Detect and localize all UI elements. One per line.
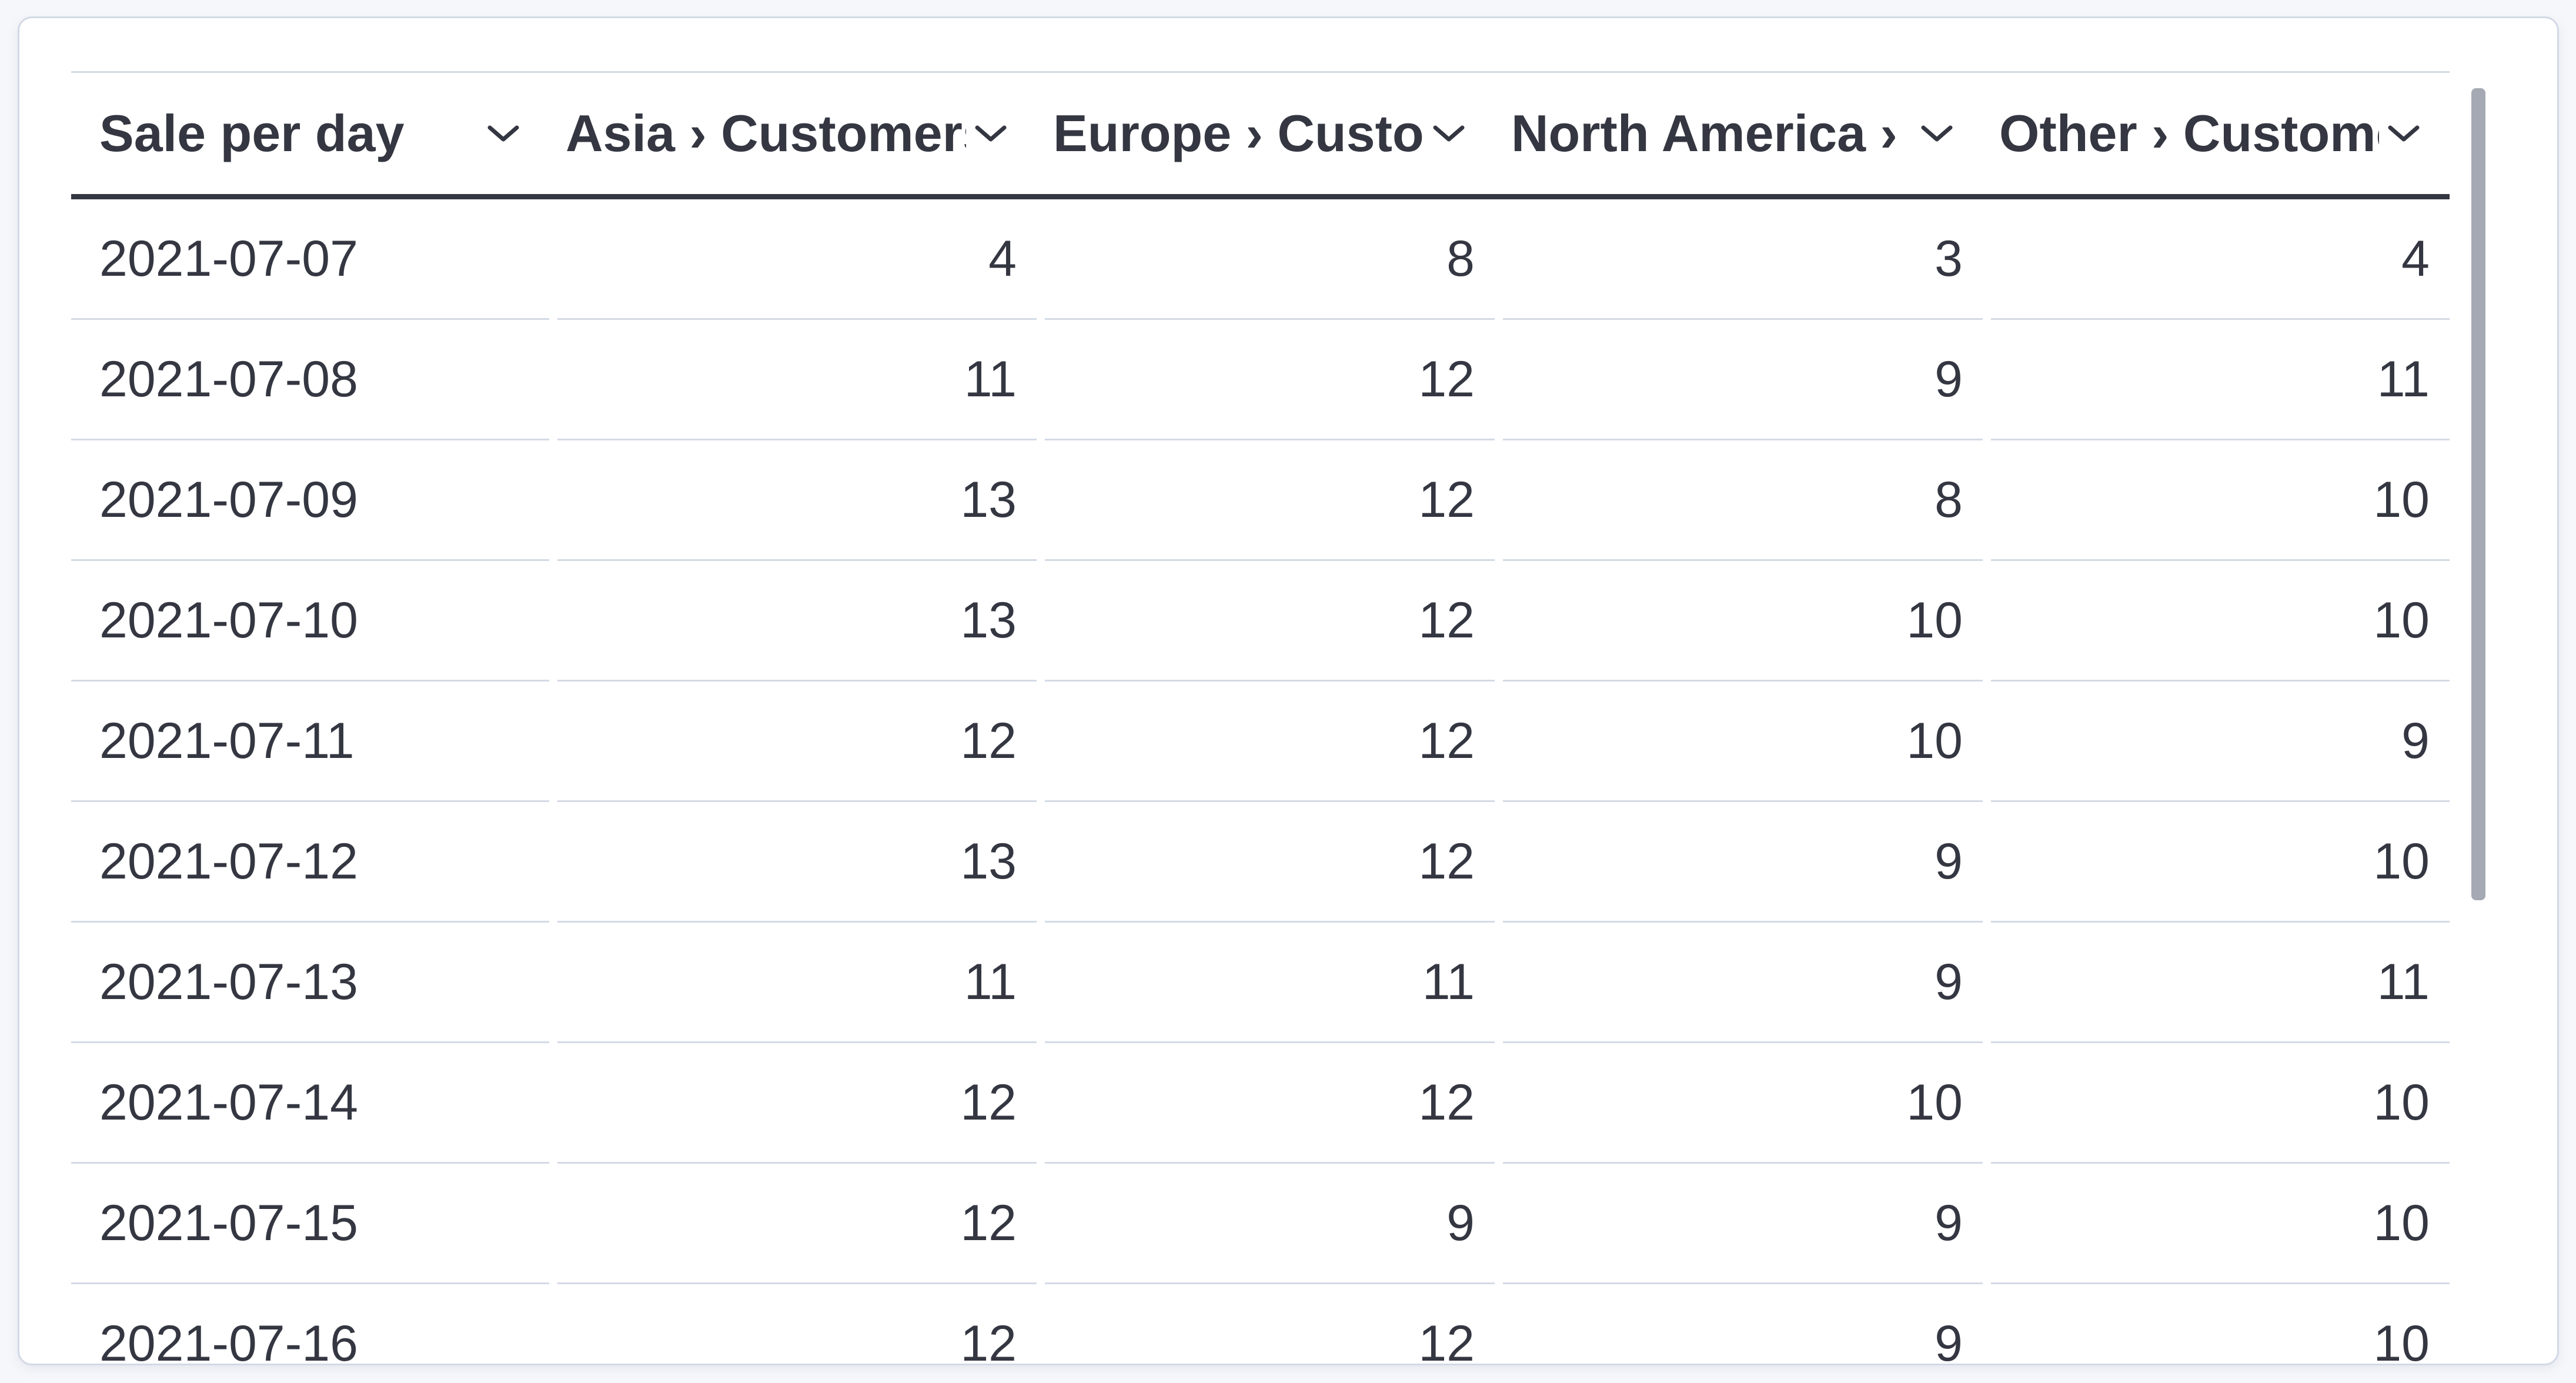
- value-cell: 11: [557, 320, 1037, 440]
- date-cell: 2021-07-14: [71, 1043, 549, 1164]
- value-cell: 10: [1991, 802, 2450, 923]
- column-header-europe-customers[interactable]: Europe › Customers: [1045, 73, 1495, 194]
- value-cell: 11: [1045, 923, 1495, 1043]
- table-row: 2021-07-15 12 9 9 10: [71, 1164, 2450, 1284]
- value-cell: 9: [1045, 1164, 1495, 1284]
- value-cell: 13: [557, 561, 1037, 682]
- value-cell: 4: [1991, 199, 2450, 320]
- column-header-sale-per-day[interactable]: Sale per day: [71, 73, 549, 194]
- value-cell: 12: [1045, 682, 1495, 802]
- value-cell: 9: [1503, 1164, 1983, 1284]
- value-cell: 11: [557, 923, 1037, 1043]
- value-cell: 11: [1991, 320, 2450, 440]
- chevron-down-icon[interactable]: [1920, 123, 1953, 143]
- value-cell: 12: [1045, 561, 1495, 682]
- table-row: 2021-07-12 13 12 9 10: [71, 802, 2450, 923]
- table-row: 2021-07-10 13 12 10 10: [71, 561, 2450, 682]
- value-cell: 10: [1503, 1043, 1983, 1164]
- data-grid-body: 2021-07-07 4 8 3 4 2021-07-08 11 12 9 11 2021-07-0…: [71, 199, 2494, 1364]
- table-row: 2021-07-14 12 12 10 10: [71, 1043, 2450, 1164]
- data-grid-header-row: Sale per day Asia › Customers Europe › Cus…: [71, 71, 2450, 199]
- value-cell: 12: [1045, 440, 1495, 561]
- value-cell: 12: [1045, 1284, 1495, 1364]
- value-cell: 12: [557, 1043, 1037, 1164]
- value-cell: 12: [557, 1284, 1037, 1364]
- value-cell: 9: [1503, 802, 1983, 923]
- column-header-label: Asia › Customers: [566, 104, 966, 162]
- date-cell: 2021-07-08: [71, 320, 549, 440]
- value-cell: 8: [1503, 440, 1983, 561]
- column-header-label: Europe › Customers: [1053, 104, 1424, 162]
- date-cell: 2021-07-15: [71, 1164, 549, 1284]
- date-cell: 2021-07-13: [71, 923, 549, 1043]
- value-cell: 10: [1991, 440, 2450, 561]
- column-header-label: North America › Customers: [1511, 104, 1912, 162]
- table-row: 2021-07-07 4 8 3 4: [71, 199, 2450, 320]
- value-cell: 12: [557, 682, 1037, 802]
- data-grid: Sale per day Asia › Customers Europe › Cus…: [71, 71, 2494, 1364]
- column-header-north-america-customers[interactable]: North America › Customers: [1503, 73, 1983, 194]
- value-cell: 9: [1503, 1284, 1983, 1364]
- vertical-scrollbar-thumb[interactable]: [2471, 88, 2485, 900]
- chevron-down-icon[interactable]: [974, 123, 1007, 143]
- column-header-label: Other › Customers: [1999, 104, 2379, 162]
- value-cell: 9: [1503, 923, 1983, 1043]
- chevron-down-icon[interactable]: [487, 123, 520, 143]
- date-cell: 2021-07-07: [71, 199, 549, 320]
- value-cell: 8: [1045, 199, 1495, 320]
- value-cell: 10: [1991, 1164, 2450, 1284]
- data-table-panel: Sale per day Asia › Customers Europe › Cus…: [18, 16, 2559, 1365]
- value-cell: 3: [1503, 199, 1983, 320]
- date-cell: 2021-07-12: [71, 802, 549, 923]
- date-cell: 2021-07-09: [71, 440, 549, 561]
- value-cell: 10: [1503, 561, 1983, 682]
- value-cell: 10: [1991, 561, 2450, 682]
- table-row: 2021-07-09 13 12 8 10: [71, 440, 2450, 561]
- value-cell: 10: [1991, 1043, 2450, 1164]
- value-cell: 11: [1991, 923, 2450, 1043]
- chevron-down-icon[interactable]: [2387, 123, 2420, 143]
- value-cell: 4: [557, 199, 1037, 320]
- date-cell: 2021-07-11: [71, 682, 549, 802]
- chevron-down-icon[interactable]: [1432, 123, 1465, 143]
- table-row: 2021-07-16 12 12 9 10: [71, 1284, 2450, 1364]
- table-row: 2021-07-13 11 11 9 11: [71, 923, 2450, 1043]
- value-cell: 10: [1503, 682, 1983, 802]
- value-cell: 13: [557, 440, 1037, 561]
- column-header-other-customers[interactable]: Other › Customers: [1991, 73, 2450, 194]
- value-cell: 12: [1045, 320, 1495, 440]
- table-row: 2021-07-08 11 12 9 11: [71, 320, 2450, 440]
- value-cell: 13: [557, 802, 1037, 923]
- column-header-asia-customers[interactable]: Asia › Customers: [557, 73, 1037, 194]
- value-cell: 12: [1045, 802, 1495, 923]
- column-header-label: Sale per day: [99, 104, 405, 162]
- value-cell: 12: [557, 1164, 1037, 1284]
- date-cell: 2021-07-16: [71, 1284, 549, 1364]
- value-cell: 10: [1991, 1284, 2450, 1364]
- date-cell: 2021-07-10: [71, 561, 549, 682]
- value-cell: 9: [1503, 320, 1983, 440]
- value-cell: 9: [1991, 682, 2450, 802]
- value-cell: 12: [1045, 1043, 1495, 1164]
- table-row: 2021-07-11 12 12 10 9: [71, 682, 2450, 802]
